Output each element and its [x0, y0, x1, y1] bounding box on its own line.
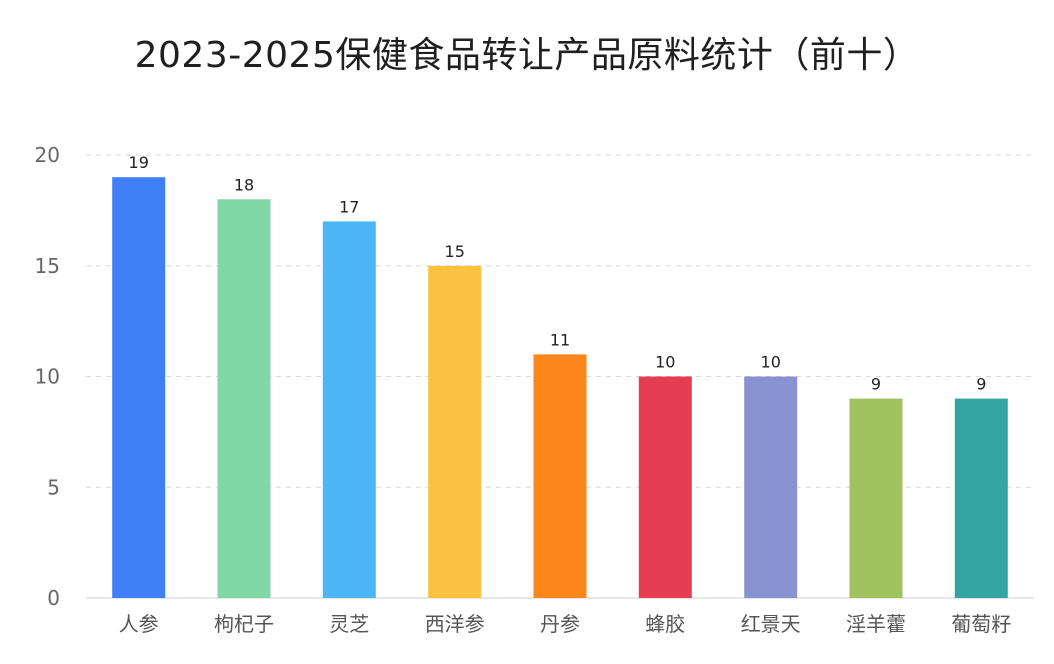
x-category-label: 灵芝 [329, 612, 369, 636]
data-label: 17 [339, 197, 359, 216]
data-label: 10 [655, 353, 675, 372]
x-category-label: 丹参 [540, 612, 580, 636]
data-label: 10 [761, 353, 781, 372]
bar [322, 221, 376, 598]
y-tick-label: 5 [47, 475, 60, 499]
bar [533, 354, 587, 598]
x-category-label: 西洋参 [425, 612, 485, 636]
data-label: 11 [550, 330, 570, 349]
bar [112, 177, 166, 598]
x-category-label: 红景天 [741, 612, 801, 636]
x-category-label: 葡萄籽 [951, 612, 1011, 636]
y-tick-label: 0 [47, 586, 60, 610]
y-tick-label: 10 [35, 365, 60, 389]
data-label: 9 [976, 375, 986, 394]
y-tick-label: 20 [35, 143, 60, 167]
x-category-label: 人参 [119, 612, 159, 636]
bar [954, 398, 1008, 598]
x-category-label: 淫羊藿 [846, 612, 906, 636]
bar [638, 376, 692, 598]
chart-title: 2023-2025保健食品转让产品原料统计（前十） [134, 35, 920, 76]
data-label: 9 [871, 375, 881, 394]
y-tick-label: 15 [35, 254, 60, 278]
x-category-label: 枸杞子 [214, 612, 274, 636]
x-category-label: 蜂胶 [645, 612, 685, 636]
data-label: 15 [445, 242, 465, 261]
bar [217, 199, 271, 599]
bar [428, 265, 482, 599]
bar [744, 376, 798, 598]
bar [849, 398, 903, 598]
data-label: 19 [129, 153, 149, 172]
data-label: 18 [234, 175, 254, 194]
